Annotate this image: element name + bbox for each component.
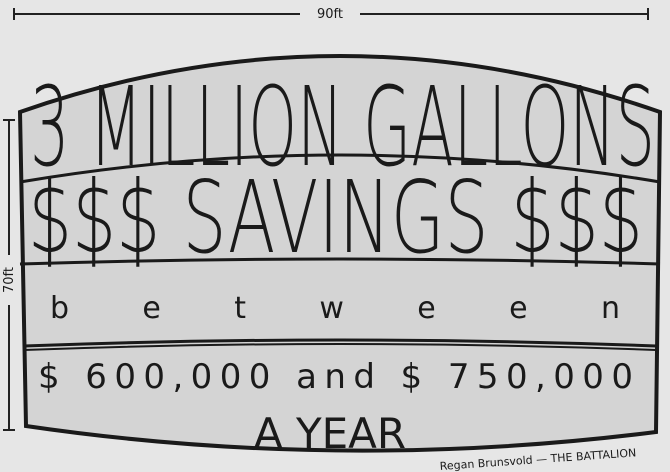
tank-line-4: $ 600,000 and $ 750,000 <box>38 357 633 397</box>
illustration: 90ft 70ft 3 MILLION GALLONS $$$ SAVINGS … <box>0 0 670 472</box>
height-label: 70ft <box>2 267 17 293</box>
tank-line-5: A YEAR <box>254 409 406 458</box>
width-label: 90ft <box>317 7 343 22</box>
tank-line-2: $$$ SAVINGS $$$ <box>28 159 643 276</box>
